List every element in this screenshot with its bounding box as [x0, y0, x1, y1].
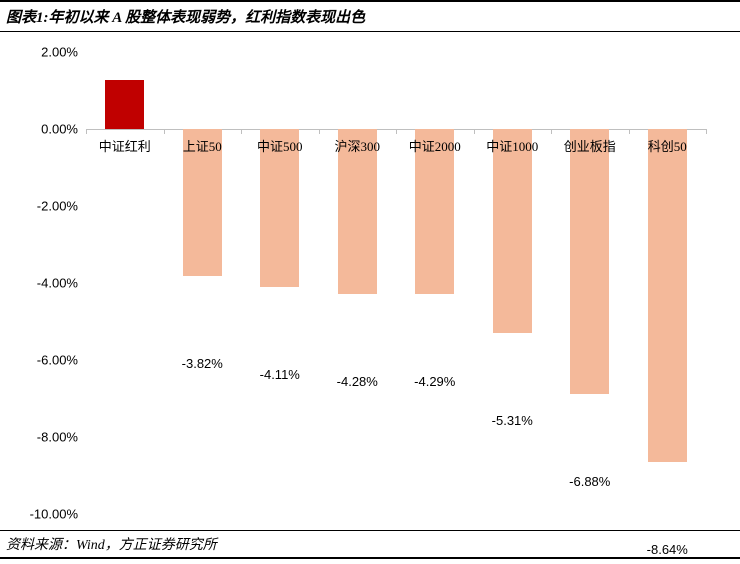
y-axis-label: -2.00%: [37, 199, 86, 214]
category-label: 上证50: [183, 136, 222, 155]
chart-container: 2.00% 0.00% -2.00% -4.00% -6.00% -8.00% -10.00…: [0, 32, 740, 530]
y-axis-label: -10.00%: [30, 507, 86, 522]
bar-value-label: -4.29%: [414, 374, 455, 389]
category-label: 中证500: [257, 136, 303, 155]
bar: -8.64%: [648, 129, 687, 462]
chart-source: 资料来源：Wind，方正证券研究所: [0, 530, 740, 559]
x-tick: [241, 129, 242, 134]
y-axis-label: -6.00%: [37, 353, 86, 368]
category-label: 科创50: [648, 136, 687, 155]
bar-value-label: -6.88%: [569, 474, 610, 489]
y-axis-label: -8.00%: [37, 430, 86, 445]
y-axis-label: 0.00%: [41, 122, 86, 137]
bar: -6.88%: [570, 129, 609, 394]
category-label: 中证红利: [99, 136, 151, 155]
bar-value-label: -3.82%: [182, 356, 223, 371]
x-tick: [629, 129, 630, 134]
x-tick: [474, 129, 475, 134]
bar: 1.26%: [105, 80, 144, 129]
x-tick: [706, 129, 707, 134]
category-label: 中证1000: [486, 136, 538, 155]
category-label: 创业板指: [564, 136, 616, 155]
bar-value-label: -4.11%: [260, 367, 300, 382]
bar: -5.31%: [493, 129, 532, 333]
chart-title: 图表1:年初以来 A 股整体表现弱势，红利指数表现出色: [0, 0, 740, 32]
x-tick: [396, 129, 397, 134]
category-label: 中证2000: [409, 136, 461, 155]
x-tick: [319, 129, 320, 134]
bar-value-label: -8.64%: [647, 542, 688, 557]
chart-plot-area: 2.00%0.00%-2.00%-4.00%-6.00%-8.00%-10.00…: [86, 52, 706, 514]
y-axis-label: -4.00%: [37, 276, 86, 291]
bar-value-label: -5.31%: [492, 413, 533, 428]
x-tick: [86, 129, 87, 134]
bar-value-label: -4.28%: [337, 374, 378, 389]
category-label: 沪深300: [334, 136, 380, 155]
x-tick: [164, 129, 165, 134]
y-axis-label: 2.00%: [41, 45, 86, 60]
x-tick: [551, 129, 552, 134]
